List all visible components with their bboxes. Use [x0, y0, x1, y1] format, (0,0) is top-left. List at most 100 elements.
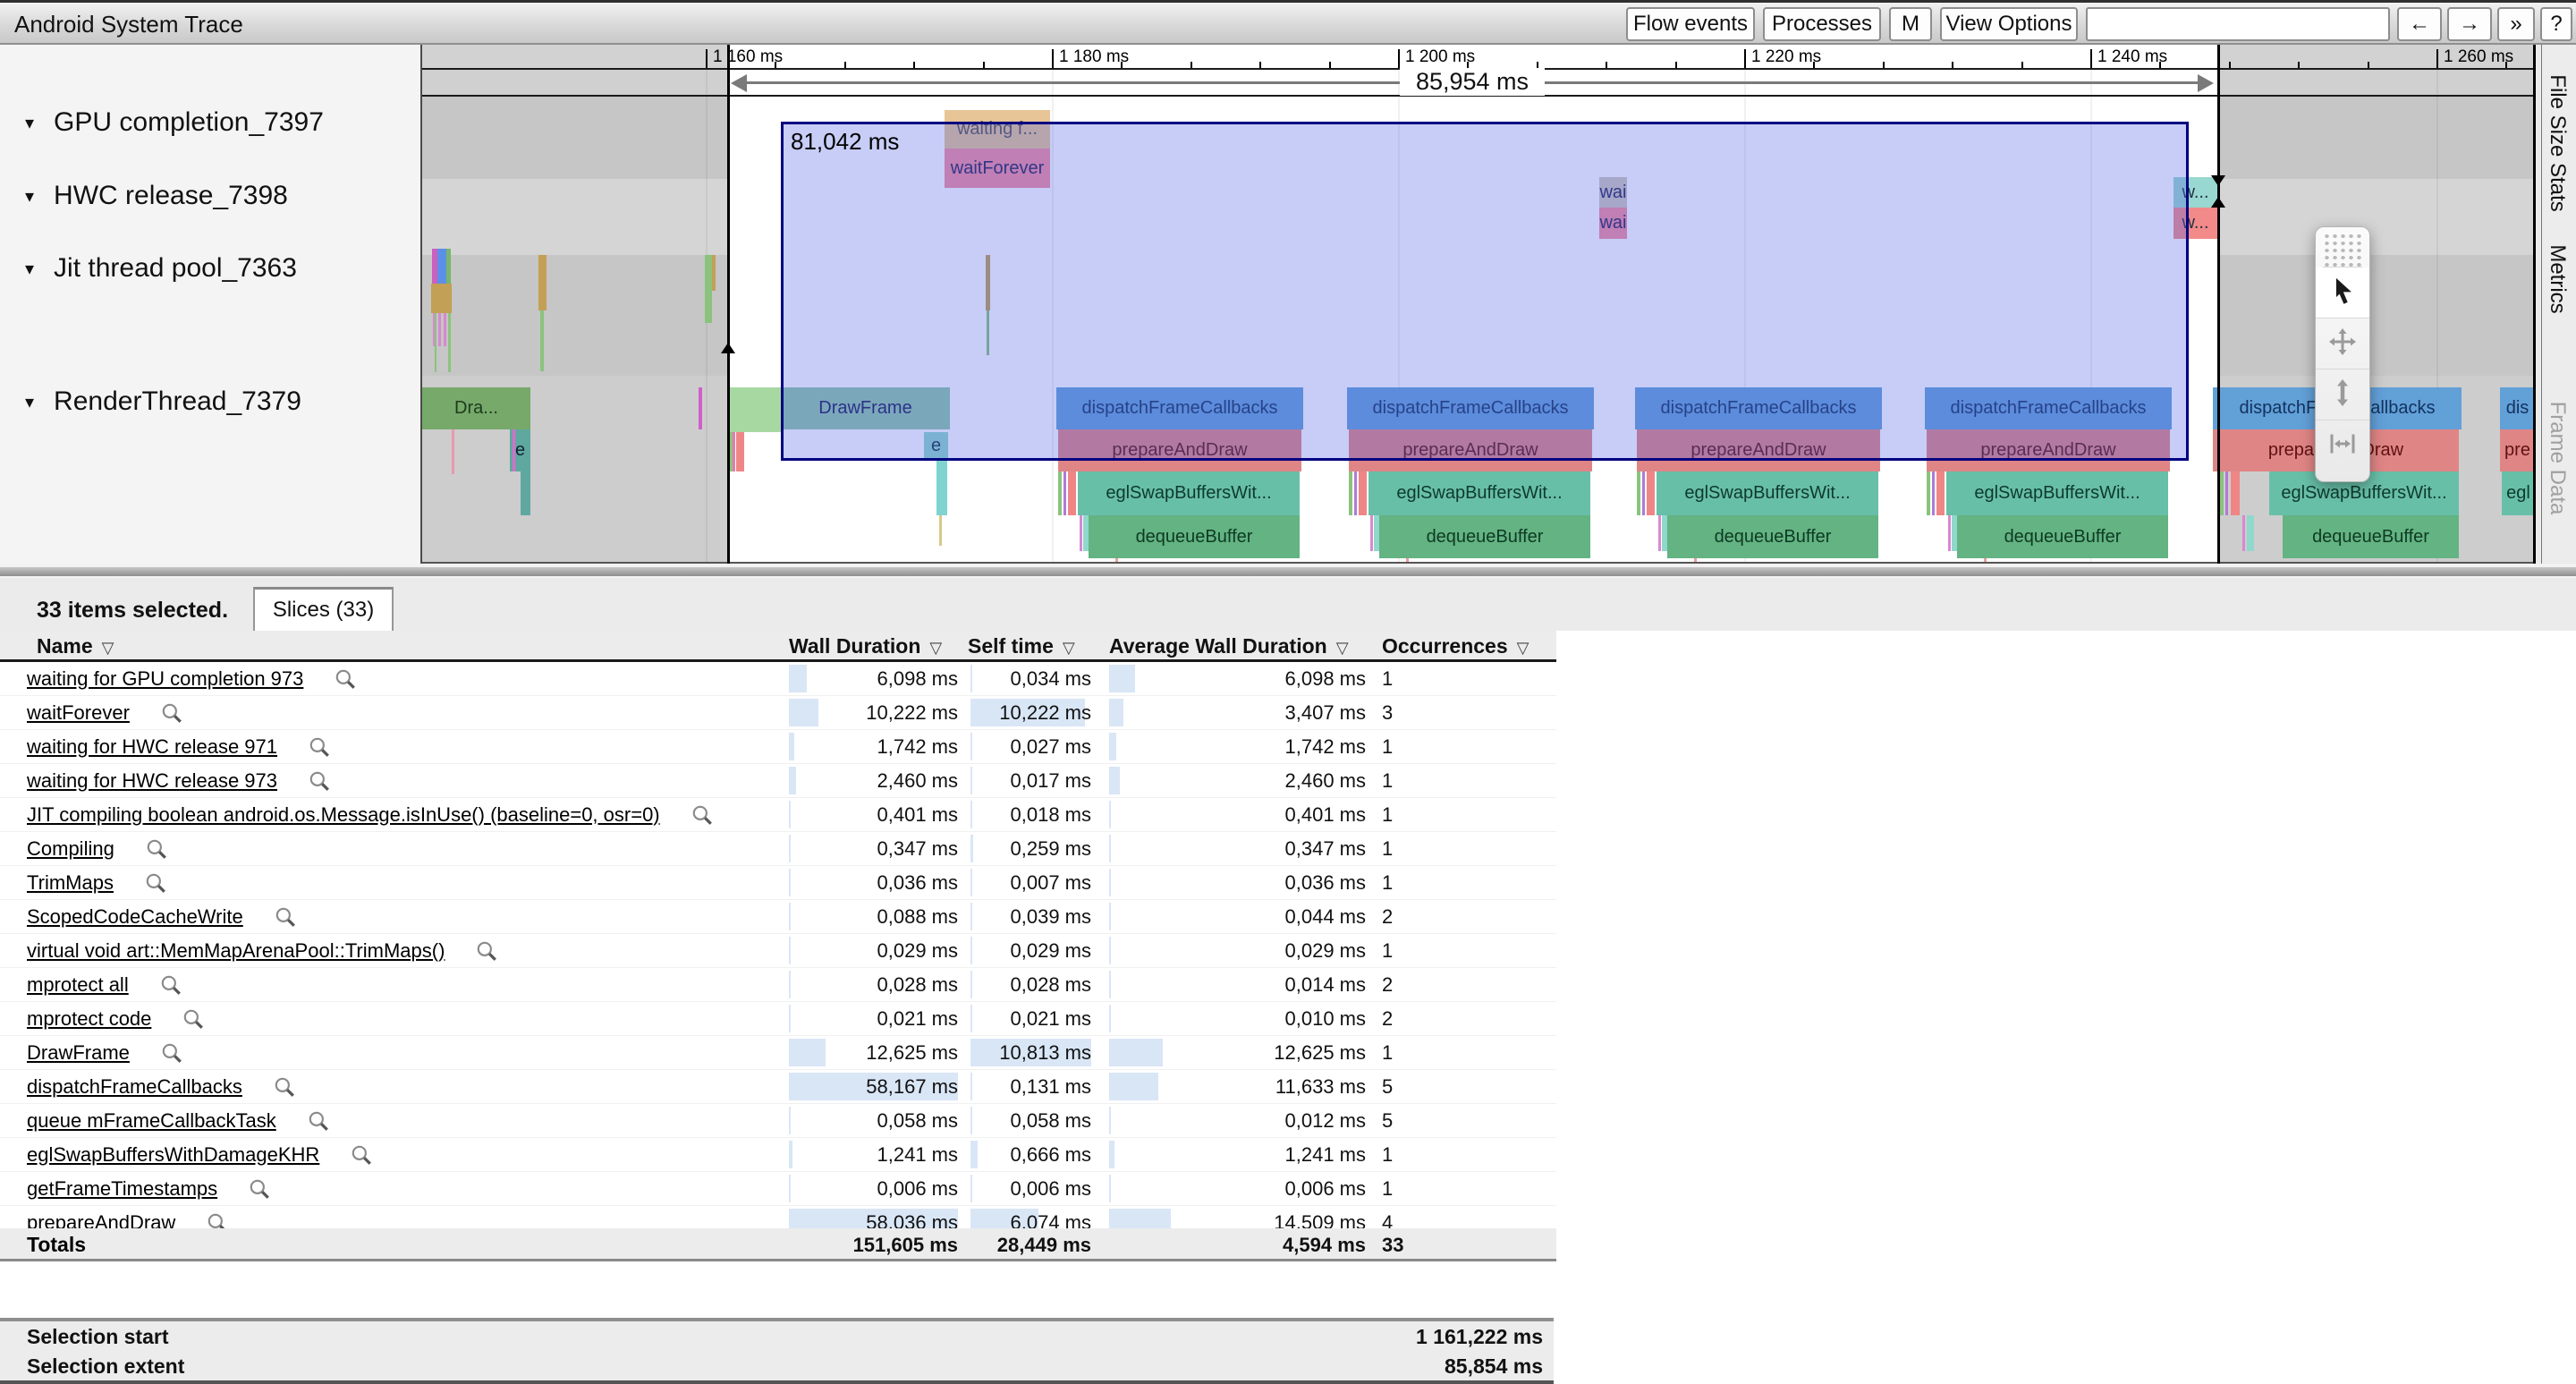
table-row[interactable]: waitForever 10,222 ms 10,222 ms 3,407 ms 3 [0, 696, 1556, 730]
trace-slice-dispatchFrameCallbacks[interactable]: dispatchFrameCallbacks [1635, 387, 1882, 429]
trace-slice[interactable] [1932, 471, 1935, 515]
slice-name-link[interactable]: waiting for HWC release 971 [27, 734, 278, 758]
trace-slice[interactable] [987, 310, 989, 355]
column-header-wall-duration[interactable]: Wall Duration ▽ [789, 634, 943, 658]
table-row[interactable]: waiting for HWC release 971 1,742 ms 0,027… [0, 730, 1556, 764]
trace-slice[interactable] [1058, 471, 1062, 515]
trace-slice-eglSwapBuffersWit-[interactable]: eglSwapBuffersWit... [1368, 471, 1590, 515]
track-header-HWC release_7398[interactable]: ▾ HWC release_7398 [25, 181, 288, 211]
trace-slice-dis[interactable]: dis [2500, 387, 2533, 429]
trace-slice-Dra-[interactable]: Dra... [422, 387, 530, 429]
trace-slice[interactable] [2247, 515, 2254, 551]
magnifier-icon[interactable] [248, 1177, 271, 1201]
nav-forward-button[interactable]: → [2447, 7, 2492, 41]
trace-slice[interactable] [733, 432, 735, 471]
magnifier-icon[interactable] [350, 1143, 373, 1167]
trace-slice[interactable] [729, 432, 733, 471]
trace-slice[interactable] [521, 471, 530, 515]
trace-slice[interactable] [446, 249, 451, 284]
column-header-occurrences[interactable]: Occurrences ▽ [1382, 634, 1530, 658]
trace-slice-egl[interactable]: egl [2502, 471, 2533, 515]
magnifier-icon[interactable] [145, 837, 168, 861]
magnifier-icon[interactable] [160, 1041, 183, 1065]
trace-slice[interactable] [1374, 515, 1379, 551]
view-options-button[interactable]: View Options [1940, 7, 2078, 41]
slice-name-link[interactable]: Compiling [27, 836, 114, 860]
trace-slice[interactable] [1115, 558, 1118, 564]
trace-slice[interactable] [939, 515, 942, 546]
trace-slice[interactable] [540, 310, 544, 371]
search-input[interactable] [2086, 7, 2390, 41]
trace-slice-dequeueBuffer[interactable]: dequeueBuffer [2283, 515, 2459, 558]
table-row[interactable]: Compiling 0,347 ms 0,259 ms 0,347 ms 1 [0, 832, 1556, 866]
trace-slice-dequeueBuffer[interactable]: dequeueBuffer [1089, 515, 1300, 558]
selection-box[interactable]: 81,042 ms [781, 122, 2189, 461]
marker-handle-icon[interactable] [721, 343, 735, 353]
slice-name-link[interactable]: getFrameTimestamps [27, 1176, 218, 1200]
magnifier-icon[interactable] [308, 735, 331, 759]
trace-slice[interactable] [1927, 471, 1930, 515]
help-button[interactable]: ? [2540, 7, 2572, 41]
magnifier-icon[interactable] [475, 939, 498, 963]
column-header-average-wall-duration[interactable]: Average Wall Duration ▽ [1109, 634, 1349, 658]
trace-slice[interactable] [1662, 515, 1667, 551]
trace-slice-DrawFrame[interactable]: DrawFrame [781, 387, 950, 429]
trace-slice-eglSwapBuffersWit-[interactable]: eglSwapBuffersWit... [1078, 471, 1300, 515]
slice-name-link[interactable]: DrawFrame [27, 1040, 130, 1064]
side-tab-file-size-stats[interactable]: File Size Stats [2546, 74, 2570, 212]
magnifier-icon[interactable] [144, 871, 167, 895]
table-row[interactable]: mprotect all 0,028 ms 0,028 ms 0,014 ms 2 [0, 968, 1556, 1002]
panel-splitter[interactable] [0, 564, 2576, 578]
nav-more-button[interactable]: » [2497, 7, 2535, 41]
trace-slice[interactable] [1359, 471, 1367, 515]
tab-slices[interactable]: Slices (33) [253, 587, 394, 631]
column-header-self-time[interactable]: Self time ▽ [968, 634, 1075, 658]
trace-slice-dequeueBuffer[interactable]: dequeueBuffer [1957, 515, 2168, 558]
toolbar-grip-handle[interactable] [2323, 233, 2362, 267]
magnifier-icon[interactable] [308, 769, 331, 793]
side-tab-frame-data[interactable]: Frame Data [2546, 401, 2570, 515]
table-row[interactable]: eglSwapBuffersWithDamageKHR 1,241 ms 0,666… [0, 1138, 1556, 1172]
trace-slice[interactable] [1647, 471, 1655, 515]
slice-name-link[interactable]: waiting for HWC release 973 [27, 768, 278, 792]
trace-slice[interactable] [699, 387, 702, 429]
trace-slice[interactable] [2225, 471, 2228, 515]
trace-slice[interactable] [1406, 558, 1409, 564]
trace-slice[interactable] [712, 255, 716, 291]
track-header-RenderThread_7379[interactable]: ▾ RenderThread_7379 [25, 386, 301, 417]
table-row[interactable]: virtual void art::MemMapArenaPool::TrimM… [0, 934, 1556, 968]
magnifier-icon[interactable] [691, 803, 714, 827]
magnifier-icon[interactable] [274, 905, 297, 929]
trace-slice-prepareAndDraw[interactable]: prepareAndDraw [1058, 429, 1301, 471]
slice-name-link[interactable]: TrimMaps [27, 870, 114, 894]
trace-slice-prepareAndDraw[interactable]: prepareAndDraw [1927, 429, 2170, 471]
table-row[interactable]: TrimMaps 0,036 ms 0,007 ms 0,036 ms 1 [0, 866, 1556, 900]
trace-slice-dequeueBuffer[interactable]: dequeueBuffer [1379, 515, 1590, 558]
trace-slice[interactable] [437, 249, 446, 284]
collapse-triangle-icon[interactable]: ▾ [25, 186, 35, 207]
magnifier-icon[interactable] [182, 1007, 205, 1031]
trace-slice[interactable] [1349, 471, 1352, 515]
slice-name-link[interactable]: mprotect code [27, 1006, 152, 1030]
collapse-triangle-icon[interactable]: ▾ [25, 259, 35, 279]
track-canvas[interactable]: 1 160 ms 1 180 ms 1 200 ms 1 220 ms 1 240 ms… [420, 45, 2533, 564]
trace-slice-wai[interactable]: wai [1599, 208, 1627, 239]
trace-slice[interactable] [736, 432, 744, 471]
trace-slice[interactable] [1637, 471, 1640, 515]
trace-slice-prepareAndDraw[interactable]: prepareAndDraw [1349, 429, 1592, 471]
marker-handle-icon[interactable] [2211, 197, 2225, 208]
table-row[interactable]: JIT compiling boolean android.os.Message… [0, 798, 1556, 832]
magnifier-icon[interactable] [273, 1075, 296, 1099]
trace-slice[interactable] [1354, 471, 1357, 515]
zoom-tool-button[interactable] [2316, 369, 2369, 420]
trace-slice[interactable] [1952, 515, 1957, 551]
magnifier-icon[interactable] [159, 973, 182, 997]
trace-slice[interactable] [729, 387, 781, 432]
measurement-marker-right[interactable] [2217, 45, 2220, 564]
table-row[interactable]: ScopedCodeCacheWrite 0,088 ms 0,039 ms 0,04… [0, 900, 1556, 934]
magnifier-icon[interactable] [160, 701, 183, 725]
trace-slice[interactable] [1984, 558, 1987, 564]
trace-slice-e[interactable]: e [924, 432, 948, 460]
trace-slice[interactable] [538, 255, 547, 310]
selection-tool-button[interactable] [2316, 267, 2369, 318]
